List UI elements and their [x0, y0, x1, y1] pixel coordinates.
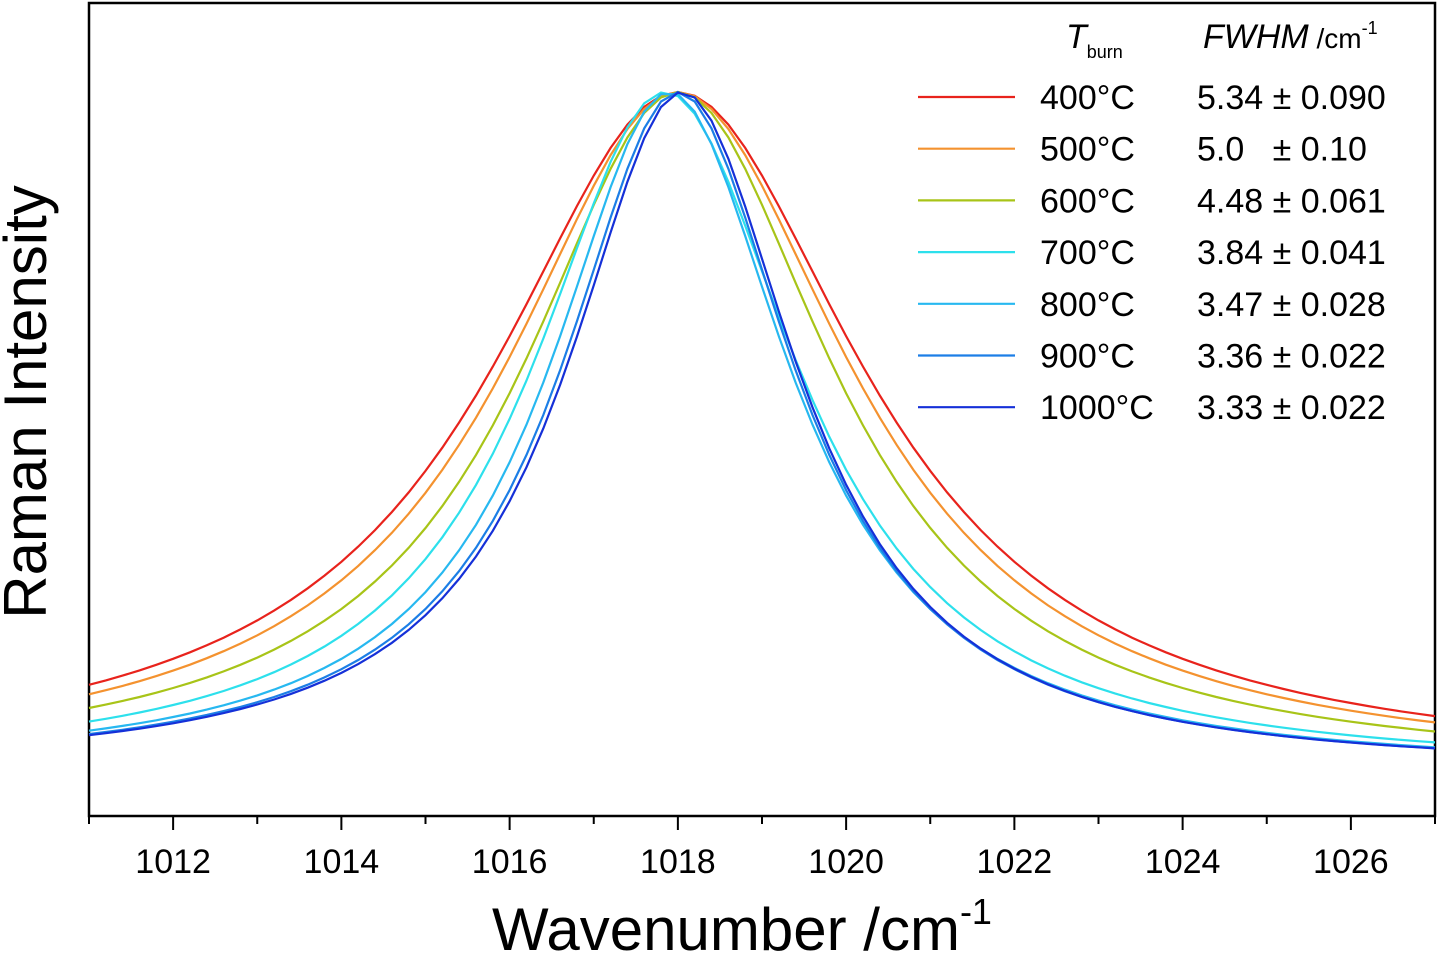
- series-line-1000c: [88, 91, 1436, 750]
- legend-fwhm-value: 4.48 ± 0.061: [1197, 182, 1386, 220]
- legend-header-fwhm-main: FWHM: [1203, 18, 1309, 56]
- legend-header-fwhm: FWHM /cm-1: [1203, 18, 1378, 56]
- legend-fwhm-value: 5.0 ± 0.10: [1197, 131, 1367, 169]
- x-axis-title-text: Wavenumber /cm: [492, 896, 960, 962]
- x-tick-label: 1024: [1145, 843, 1221, 881]
- legend-header-t: T: [1066, 18, 1089, 56]
- legend-header-burn: burn: [1087, 42, 1123, 62]
- legend-items: 400°C 5.34 ± 0.090 500°C 5.0 ± 0.10 600°C 4.4…: [918, 79, 1386, 427]
- x-tick-label: 1026: [1313, 843, 1389, 881]
- legend-temperature: 400°C: [1040, 79, 1135, 117]
- x-tick-label: 1014: [304, 843, 380, 881]
- legend-header-fwhm-sup: -1: [1362, 18, 1378, 38]
- x-axis-title-sup: -1: [960, 891, 992, 932]
- legend-header-fwhm-unit: /cm: [1309, 23, 1362, 54]
- x-axis-title: Wavenumber /cm-1: [492, 891, 992, 962]
- legend-fwhm-value: 3.84 ± 0.041: [1197, 234, 1386, 272]
- x-tick-label: 1020: [808, 843, 884, 881]
- x-tick-label: 1016: [472, 843, 548, 881]
- legend-temperature: 500°C: [1040, 131, 1135, 169]
- legend-fwhm-value: 3.33 ± 0.022: [1197, 389, 1386, 427]
- legend: Tburn FWHM /cm-1 400°C 5.34 ± 0.090 500°C 5…: [918, 18, 1386, 427]
- series-line-600c: [88, 90, 1436, 733]
- legend-temperature: 900°C: [1040, 338, 1135, 376]
- x-tick-label: 1012: [135, 843, 211, 881]
- legend-temperature: 1000°C: [1040, 389, 1154, 427]
- x-axis: 1012 1014 1016 1018 1020 1022 1024 1026: [88, 816, 1436, 881]
- series-line-500c: [88, 90, 1436, 724]
- legend-header-tburn: Tburn: [1066, 18, 1123, 62]
- legend-temperature: 700°C: [1040, 234, 1135, 272]
- series-line-800c: [88, 93, 1436, 749]
- legend-temperature: 800°C: [1040, 286, 1135, 324]
- x-tick-label: 1018: [640, 843, 716, 881]
- series-layer: [88, 90, 1436, 750]
- series-line-400c: [88, 90, 1436, 718]
- legend-fwhm-value: 3.47 ± 0.028: [1197, 286, 1386, 324]
- legend-temperature: 600°C: [1040, 182, 1135, 220]
- x-tick-label: 1022: [977, 843, 1053, 881]
- legend-fwhm-value: 3.36 ± 0.022: [1197, 338, 1386, 376]
- legend-fwhm-value: 5.34 ± 0.090: [1197, 79, 1386, 117]
- y-axis-title: Raman Intensity: [0, 185, 59, 619]
